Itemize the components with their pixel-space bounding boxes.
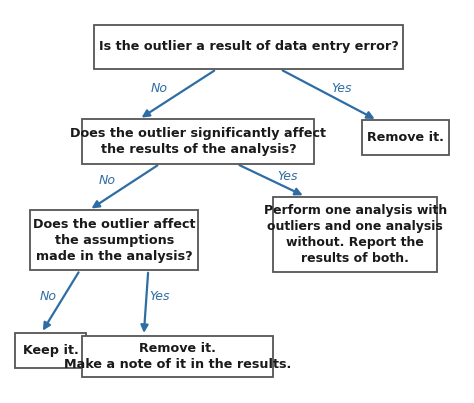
Text: Does the outlier significantly affect
the results of the analysis?: Does the outlier significantly affect th… [70,127,326,156]
Text: Is the outlier a result of data entry error?: Is the outlier a result of data entry er… [99,40,398,53]
Bar [94,25,403,69]
Text: No: No [151,82,168,95]
Bar [82,119,314,164]
Text: Keep it.: Keep it. [23,344,78,357]
Text: No: No [99,174,116,187]
Text: Yes: Yes [277,170,297,183]
Text: Does the outlier affect
the assumptions
made in the analysis?: Does the outlier affect the assumptions … [33,218,195,263]
Text: No: No [40,290,57,303]
Text: Perform one analysis with
outliers and one analysis
without. Report the
results : Perform one analysis with outliers and o… [264,204,447,265]
Bar [82,336,273,376]
Bar [30,210,198,270]
Text: Remove it.
Make a note of it in the results.: Remove it. Make a note of it in the resu… [64,342,292,371]
Text: Remove it.: Remove it. [367,131,444,144]
Text: Yes: Yes [149,290,170,303]
Text: Yes: Yes [331,82,352,95]
Bar [362,120,448,155]
Bar [15,333,86,368]
Bar [273,197,437,272]
